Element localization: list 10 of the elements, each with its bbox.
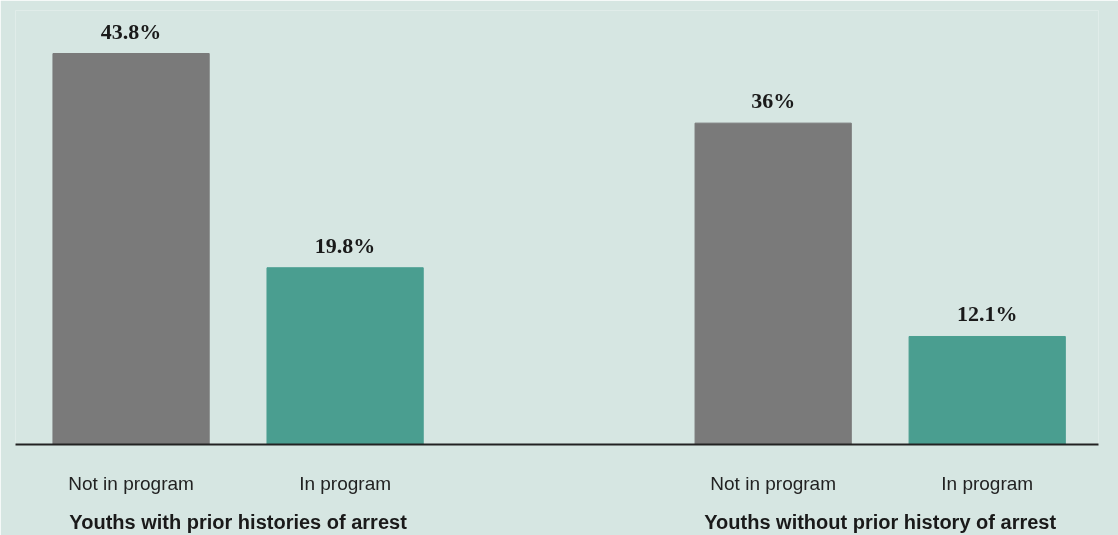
data-label: 12.1%	[956, 301, 1018, 327]
x-tick-label: Not in program	[710, 472, 837, 494]
data-label: 36%	[751, 88, 796, 114]
data-label: 19.8%	[314, 232, 376, 258]
data-label: 43.8%	[100, 18, 162, 44]
x-tick-label: Not in program	[68, 472, 194, 494]
text: Youths with prior histories of arrest	[69, 510, 408, 533]
text: Youths without prior history of arrest	[704, 510, 1057, 533]
x-tick-label: In program	[941, 472, 1034, 494]
x-tick-label: In program	[299, 472, 392, 494]
